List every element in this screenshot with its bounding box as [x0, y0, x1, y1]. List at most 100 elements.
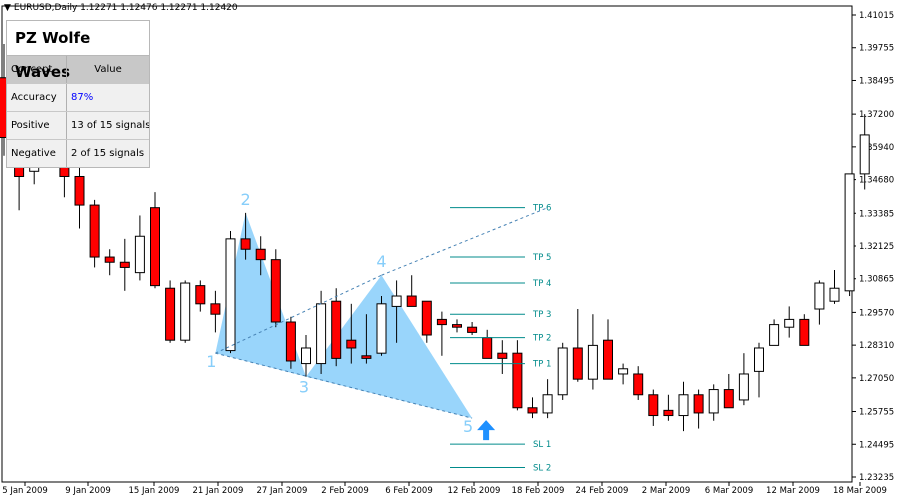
x-tick-label: 9 Jan 2009 [65, 486, 111, 496]
candle-body [406, 295, 417, 307]
candle-body [376, 303, 387, 354]
candle-body [844, 173, 855, 292]
panel-row-accuracy: Accuracy 87% [7, 84, 149, 112]
candle-body [180, 282, 191, 341]
buy-arrow-icon [477, 420, 496, 441]
wolfe-line-1-5 [215, 352, 473, 419]
x-tick-label: 18 Mar 2009 [833, 486, 887, 496]
y-tick-label: 1.34680 [859, 176, 894, 186]
candle-body [346, 339, 357, 349]
candle-body [74, 175, 85, 206]
wolfe-point-label: 2 [241, 190, 251, 209]
candle-body [723, 389, 734, 409]
target-level-label: TP 2 [532, 334, 551, 344]
candle-body [678, 394, 689, 417]
wedge-triangle-123 [215, 212, 306, 377]
candle-body [119, 261, 130, 268]
x-tick-label: 24 Feb 2009 [576, 486, 629, 496]
x-tick-label: 21 Jan 2009 [193, 486, 244, 496]
y-tick-label: 1.32125 [859, 242, 894, 252]
symbol-info: EURUSD,Daily 1.12271 1.12476 1.12271 1.1… [13, 3, 238, 13]
wolfe-point-label: 4 [376, 252, 386, 271]
row-concept: Accuracy [7, 84, 67, 111]
target-level-label: TP 6 [532, 204, 551, 214]
candle-body [663, 409, 674, 417]
candle-body [603, 339, 613, 380]
x-tick-label: 2 Feb 2009 [321, 486, 369, 496]
target-level-label: TP 5 [532, 253, 551, 263]
candle-body [799, 318, 810, 346]
y-tick-label: 1.38495 [859, 76, 894, 86]
y-tick-label: 1.25755 [859, 408, 894, 418]
chart-axes: 1.41015 1.39755 1.38495 1.37200 1.35940 1.346… [1, 5, 894, 496]
x-tick-label: 15 Jan 2009 [129, 486, 180, 496]
candle-body [693, 394, 704, 414]
candle-body [316, 303, 327, 365]
candle-body [482, 337, 493, 359]
chart-symbol-header[interactable]: ▼ EURUSD,Daily 1.12271 1.12476 1.12271 1.… [4, 3, 238, 13]
candle-body [361, 355, 372, 359]
y-tick-label: 1.23235 [859, 473, 894, 483]
candle-body [648, 394, 659, 417]
target-level-label: TP 1 [532, 360, 551, 370]
x-tick-label: 6 Feb 2009 [385, 486, 433, 496]
candle-body [542, 394, 553, 414]
candles [0, 43, 870, 432]
candle-body [150, 207, 160, 287]
row-concept: Positive [7, 112, 67, 139]
wolfe-point-label: 1 [206, 352, 216, 371]
x-tick-label: 5 Jan 2009 [2, 486, 48, 496]
row-value: 87% [71, 92, 94, 103]
triangle-down-icon[interactable]: ▼ [4, 3, 11, 13]
candle-body [618, 368, 629, 375]
target-level-label: TP 4 [532, 279, 551, 289]
wolfe-wave-wedge [215, 212, 473, 419]
candle-body [134, 235, 145, 274]
y-tick-label: 1.30865 [859, 275, 894, 285]
wolfe-wave-annotations: 1 2 3 4 5 TP 6 TP 5 TP 4 TP 3 TP 2 TP 1 SL 1 SL 2 [206, 190, 551, 474]
candle-body [467, 326, 478, 333]
candle-body [240, 238, 251, 250]
y-tick-label: 1.41015 [859, 11, 894, 21]
candle-body [436, 318, 447, 326]
panel-row-negative: Negative 2 of 15 signals [7, 140, 149, 167]
candle-body [557, 347, 568, 396]
candle-body [754, 347, 764, 372]
panel-title: PZ Wolfe Waves [7, 21, 149, 81]
wolfe-point-label: 3 [299, 378, 309, 397]
y-tick-label: 1.33385 [859, 209, 894, 219]
candle-body [829, 287, 840, 302]
y-tick-label: 1.28310 [859, 341, 894, 351]
wolfe-waves-panel: PZ Wolfe Waves Concept Value Accuracy 87… [6, 20, 150, 168]
row-concept: Negative [7, 140, 67, 167]
candle-body [225, 238, 236, 352]
y-tick-label: 1.24495 [859, 440, 894, 450]
candle-body [285, 321, 296, 362]
y-tick-label: 1.39755 [859, 44, 894, 54]
y-tick-label: 1.37200 [859, 110, 894, 120]
x-tick-label: 18 Feb 2009 [512, 486, 565, 496]
candle-body [165, 287, 176, 341]
panel-row-positive: Positive 13 of 15 signals [7, 112, 149, 140]
row-value: 2 of 15 signals [71, 148, 145, 159]
candle-body [769, 324, 780, 346]
candle-body [195, 285, 206, 305]
candle-body [391, 295, 402, 307]
candle-body [738, 373, 749, 401]
candle-body [497, 352, 508, 359]
panel-header-row: Concept Value [7, 56, 149, 84]
candle-body [708, 389, 719, 414]
row-value: 13 of 15 signals [71, 120, 149, 131]
candle-body [859, 134, 870, 175]
wolfe-target-line [381, 207, 548, 276]
y-tick-label: 1.27050 [859, 374, 894, 384]
candle-body [104, 256, 115, 263]
column-header-value: Value [94, 64, 122, 75]
target-level-label: SL 1 [533, 440, 551, 450]
y-tick-label: 1.35940 [859, 143, 894, 153]
candle-body [331, 300, 342, 359]
y-tick-label: 1.29570 [859, 308, 894, 318]
wedge-triangle-345 [306, 275, 473, 419]
candle-body [633, 373, 644, 396]
